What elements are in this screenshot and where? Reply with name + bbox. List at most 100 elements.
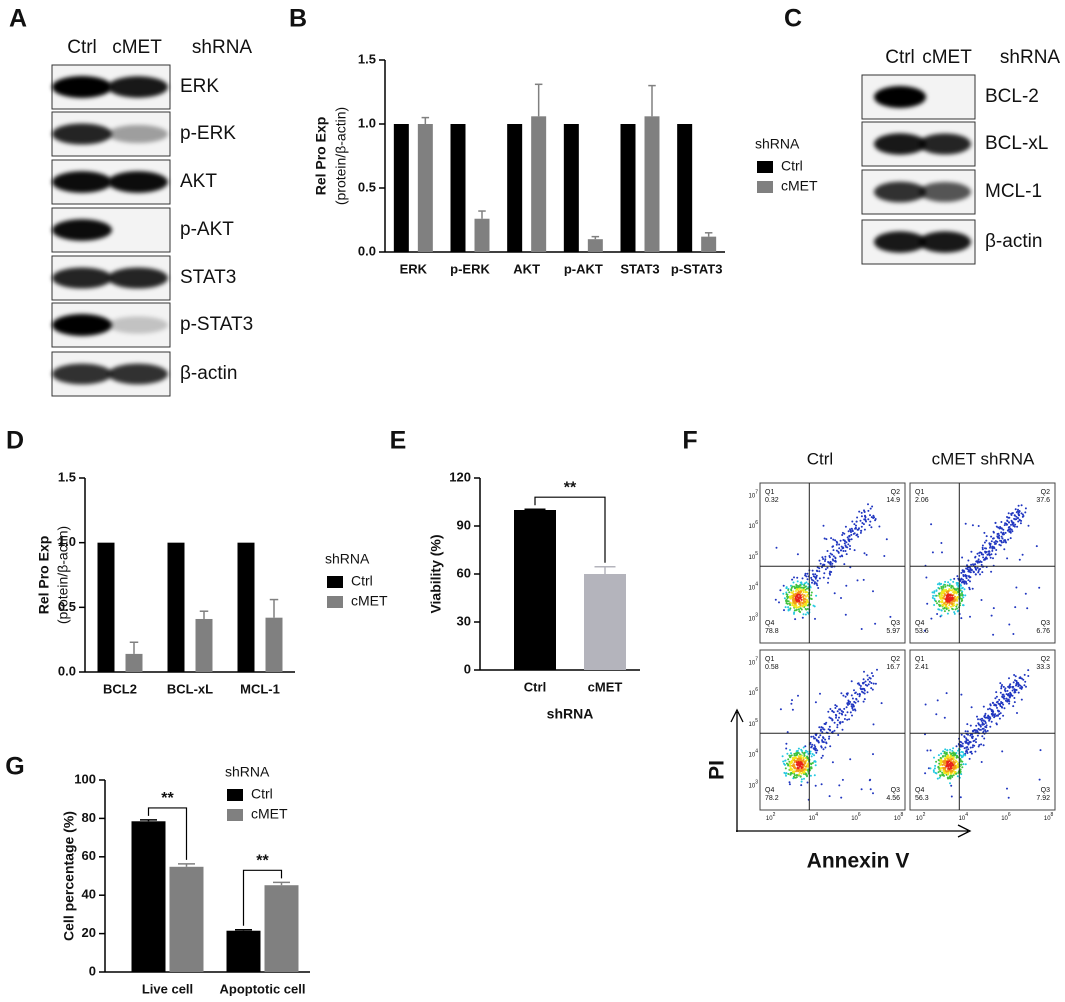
event-dot [1007,796,1010,799]
tick-exponent: 6 [858,812,861,818]
event-dot [943,774,945,777]
event-dot [949,594,952,597]
event-dot [944,585,947,588]
event-dot [947,597,950,600]
event-dot [828,737,830,740]
event-dot [1022,678,1025,681]
event-dot [981,544,984,547]
event-dot [826,566,829,569]
event-dot [991,549,994,552]
event-dot [790,752,792,755]
event-dot [799,775,802,778]
event-dot [801,751,804,754]
event-dot [940,587,943,590]
tick-base: 10 [749,660,756,666]
event-dot [953,612,956,615]
y-axis-label: Rel Pro Exp [36,536,52,615]
quadrant-value: 37.6 [1036,497,1050,504]
event-dot [863,689,866,692]
event-dot [841,778,844,781]
event-dot [857,535,860,538]
event-dot [965,738,968,741]
event-dot [1020,512,1023,515]
event-dot [782,592,785,595]
blot-band [874,181,926,203]
event-dot [943,595,946,598]
event-dot [1014,508,1017,511]
bar [97,542,115,672]
event-dot [814,577,817,580]
event-dot [975,568,978,571]
event-dot [1019,522,1022,525]
event-dot [871,688,874,691]
event-dot [1009,537,1012,540]
event-dot [835,714,838,717]
event-dot [805,575,808,578]
y-tick-label: 120 [449,469,471,484]
event-dot [952,747,955,750]
event-dot [841,728,844,731]
event-dot [980,563,983,566]
event-dot [962,604,964,607]
event-dot [1012,633,1015,635]
event-dot [1027,675,1030,677]
quadrant-value: 56.3 [915,795,929,802]
event-dot [782,760,785,763]
event-dot [816,584,819,587]
event-dot [809,767,812,769]
event-dot [835,543,838,546]
event-dot [838,708,841,711]
event-dot [806,765,809,768]
event-dot [834,704,837,707]
flow-x-label: Annexin V [807,850,910,873]
event-dot [828,795,831,798]
event-dot [831,761,834,764]
event-dot [821,556,824,559]
event-dot [843,707,846,710]
event-dot [803,762,806,765]
event-dot [843,563,846,566]
event-dot [819,729,822,732]
event-dot [1006,557,1009,560]
tick-exponent: 4 [965,812,968,818]
event-dot [829,573,832,576]
y-tick-label: 60 [82,848,96,863]
panel-label: G [5,753,24,781]
event-dot [978,723,980,726]
quadrant-value: 53.6 [915,628,929,635]
event-dot [940,582,943,585]
quadrant-name: Q4 [765,787,774,794]
axis-arrow [730,708,744,832]
event-dot [798,587,801,590]
y-axis-sublabel: (protein/β-actin) [55,526,71,624]
event-dot [832,555,835,558]
tick-base: 10 [749,721,756,727]
event-dot [836,726,839,729]
event-dot [1013,514,1016,517]
event-dot [967,579,970,582]
x-tick-label: STAT3 [620,261,659,276]
event-dot [1011,530,1014,533]
event-dot [967,743,970,746]
event-dot [801,601,804,604]
event-dot [827,561,830,564]
x-tick-label: cMET [588,679,623,694]
event-dot [841,721,844,723]
event-dot [989,556,992,559]
event-dot [1003,707,1006,710]
event-dot [817,741,820,744]
event-dot [813,754,816,757]
event-dot [832,549,835,552]
event-dot [998,527,1001,530]
event-dot [783,609,785,612]
event-dot [1003,524,1006,527]
x-tick-label: p-STAT3 [671,261,723,276]
event-dot [979,725,982,728]
event-dot [965,746,968,749]
event-dot [935,772,938,775]
blot-row-label: p-ERK [180,123,236,144]
event-dot [1014,523,1017,526]
event-dot [1006,689,1009,692]
event-dot [795,590,797,592]
event-dot [811,753,814,755]
